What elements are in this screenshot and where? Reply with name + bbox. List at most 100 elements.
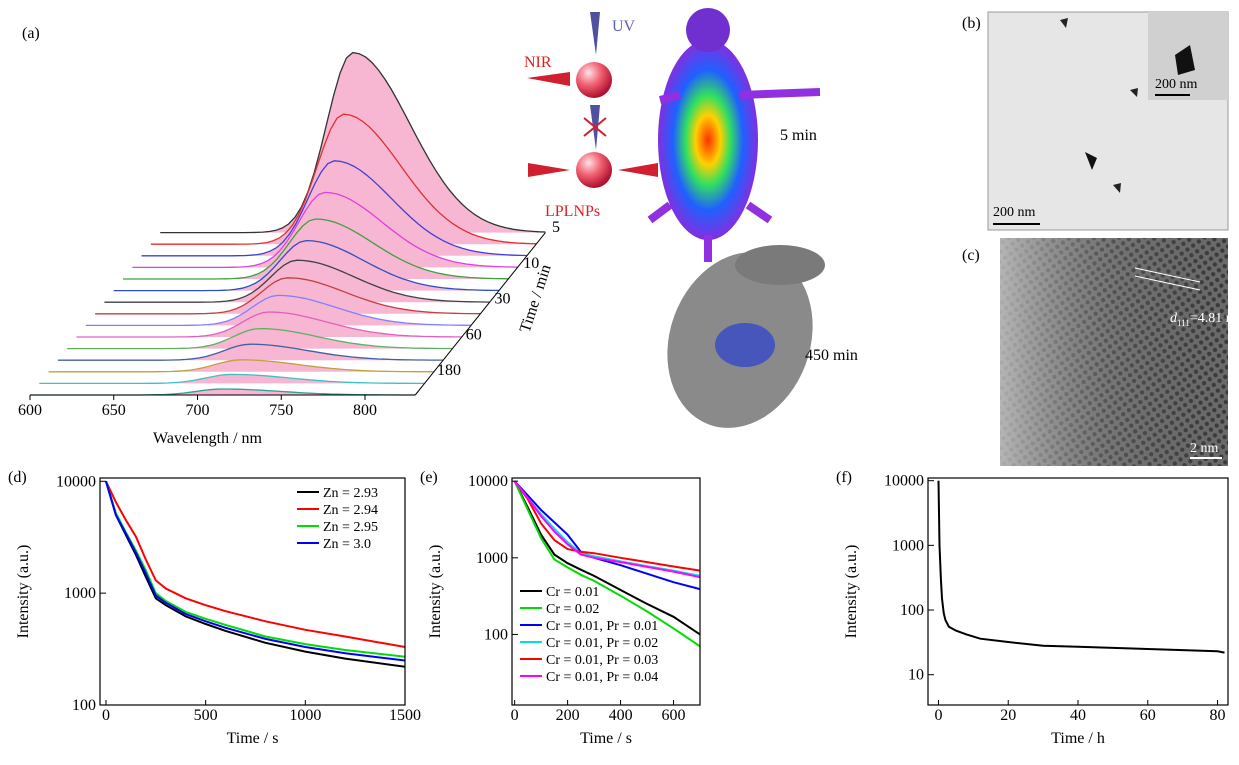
x-axis-label: Time / s <box>580 730 632 747</box>
y-tick-label: 1000 <box>892 537 924 554</box>
legend-label: Cr = 0.02 <box>546 602 599 617</box>
curve <box>150 113 537 245</box>
x-tick-label: 40 <box>1070 707 1086 724</box>
mouse-image <box>658 40 758 240</box>
nir-arrow <box>527 72 570 86</box>
z-tick-label: 10 <box>523 255 539 272</box>
series-line <box>937 480 1225 654</box>
y-tick-label: 10 <box>908 667 924 684</box>
x-tick-label: 600 <box>662 707 686 724</box>
signal <box>715 323 775 367</box>
x-tick-label: 400 <box>609 707 633 724</box>
plot-frame <box>511 477 701 706</box>
curve-fill <box>76 312 462 337</box>
tem-panel: (b) 200 nm 200 nm <box>962 11 1229 231</box>
x-tick-label: 60 <box>1140 707 1156 724</box>
legend-label: Cr = 0.01, Pr = 0.02 <box>546 636 658 651</box>
mouse-image <box>735 245 825 285</box>
curve <box>85 294 471 327</box>
nir-label: NIR <box>524 54 552 71</box>
cross <box>583 117 607 137</box>
plot-frame <box>927 477 1229 706</box>
x-axis-label: Time / h <box>1051 730 1105 747</box>
mouse-image <box>647 88 821 262</box>
particle <box>576 152 612 188</box>
curve-fill <box>30 389 416 395</box>
legend-label: Cr = 0.01 <box>546 585 599 600</box>
x-tick-label: 0 <box>102 707 110 724</box>
y-tick-label: 10000 <box>884 473 924 490</box>
legend-label: Zn = 2.94 <box>323 503 378 518</box>
curve-fill <box>67 328 453 349</box>
x-tick-label: 650 <box>102 402 126 419</box>
x-axis-label: Wavelength / nm <box>153 430 262 447</box>
y-tick-label: 10000 <box>56 473 96 490</box>
panel-label: (e) <box>420 469 438 486</box>
time-label: 450 min <box>805 347 858 364</box>
uv-label: UV <box>612 18 636 35</box>
y-tick-label: 100 <box>484 626 508 643</box>
legend-label: Zn = 3.0 <box>323 537 371 552</box>
time-label: 5 min <box>780 127 817 144</box>
legend-label: Zn = 2.95 <box>323 520 378 535</box>
y-tick-label: 100 <box>900 602 924 619</box>
lattice-line <box>1134 275 1201 291</box>
emission-arrow <box>528 163 570 177</box>
curve <box>76 311 462 338</box>
curve <box>39 373 425 385</box>
curve-fill <box>48 359 434 372</box>
series-line <box>513 480 701 648</box>
legend-label: Cr = 0.01, Pr = 0.04 <box>546 670 658 685</box>
curve <box>160 51 546 234</box>
z-axis <box>414 232 546 396</box>
y-axis-label: Intensity (a.u.) <box>427 545 444 639</box>
curve <box>141 160 527 257</box>
spacing-index: 111 <box>1177 318 1190 328</box>
series-line <box>513 480 701 572</box>
y-tick-label: 100 <box>72 697 96 714</box>
particle <box>1085 152 1097 170</box>
curve <box>95 277 481 315</box>
series-line <box>105 480 406 648</box>
x-tick-label: 1000 <box>289 707 321 724</box>
spacing-label: d111=4.81 nm <box>1170 311 1239 328</box>
x-tick-label: 800 <box>353 402 377 419</box>
illustration: UV NIR LPLNPs 5 min 450 min <box>524 8 858 428</box>
y-axis-label: Intensity (a.u.) <box>843 545 860 639</box>
spacing-symbol: d <box>1170 311 1178 326</box>
particle <box>1113 183 1121 193</box>
curve <box>132 191 518 269</box>
curve <box>57 343 444 361</box>
curve-fill <box>85 295 472 326</box>
uv-arrow <box>590 12 600 55</box>
series-line <box>513 480 701 636</box>
curve <box>48 359 434 373</box>
x-tick-label: 750 <box>269 402 293 419</box>
x-tick-label: 500 <box>194 707 218 724</box>
particle <box>1130 88 1138 97</box>
x-tick-label: 20 <box>1000 707 1016 724</box>
panel-label: (f) <box>836 469 852 486</box>
emission-arrow <box>618 163 658 177</box>
z-tick-label: 5 <box>552 219 560 236</box>
x-tick-label: 0 <box>934 707 942 724</box>
curve-fill <box>57 344 444 361</box>
scale-label: 2 nm <box>1190 441 1219 456</box>
hrtem-image <box>1000 238 1228 466</box>
z-tick-label: 60 <box>466 326 482 343</box>
panel-label: (c) <box>962 247 980 264</box>
particle <box>1060 18 1068 28</box>
y-tick-label: 1000 <box>476 550 508 567</box>
curve <box>67 327 453 350</box>
hrtem-panel: (c) d111=4.81 nm 2 nm <box>962 238 1239 466</box>
x-tick-label: 1500 <box>389 707 421 724</box>
x-tick-label: 700 <box>186 402 210 419</box>
curve <box>104 259 490 303</box>
panel-label: (d) <box>8 469 27 486</box>
panel-label: (a) <box>22 25 40 42</box>
series-line <box>105 481 406 662</box>
z-tick-label: 180 <box>437 362 461 379</box>
spacing-value: =4.81 nm <box>1190 311 1239 326</box>
mouse-image <box>686 8 730 52</box>
